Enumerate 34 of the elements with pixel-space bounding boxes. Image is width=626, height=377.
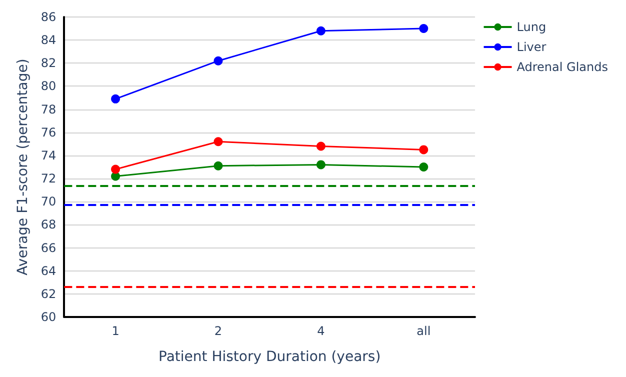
y-tick-label: 70 [40, 194, 56, 209]
legend-label: Lung [516, 20, 546, 34]
point [214, 137, 223, 146]
point [111, 164, 120, 174]
y-tick-label: 80 [40, 79, 56, 94]
y-tick-label: 78 [40, 102, 56, 116]
y-axis-title: Average F1-score (percentage) [15, 58, 31, 276]
y-tick-label: 60 [40, 310, 56, 324]
legend-label: Liver [516, 40, 546, 54]
point [316, 160, 326, 170]
y-tick-label: 72 [40, 172, 56, 186]
y-tick-label: 66 [40, 240, 56, 255]
y-tick-label: 82 [40, 56, 56, 70]
y-tick-label: 84 [40, 33, 56, 48]
y-tick-label: 68 [40, 218, 56, 232]
point [214, 56, 223, 66]
point [419, 162, 428, 172]
y-tick-label: 76 [40, 125, 56, 140]
legend-label: Adrenal Glands [516, 60, 608, 74]
point [316, 142, 326, 151]
point [316, 26, 326, 36]
x-axis-title: Patient History Duration (years) [158, 349, 381, 365]
point [419, 145, 428, 154]
x-tick-label: 4 [317, 324, 325, 338]
x-tick-label: 2 [214, 324, 222, 338]
x-tick-label: 1 [112, 324, 120, 338]
x-tick-label: all [416, 324, 431, 338]
y-tick-label: 62 [40, 286, 56, 301]
point [214, 161, 223, 170]
y-tick-label: 86 [40, 10, 56, 24]
y-tick-label: 74 [40, 148, 56, 162]
y-tick-label: 64 [40, 264, 56, 278]
point [111, 94, 120, 104]
point [419, 24, 428, 34]
